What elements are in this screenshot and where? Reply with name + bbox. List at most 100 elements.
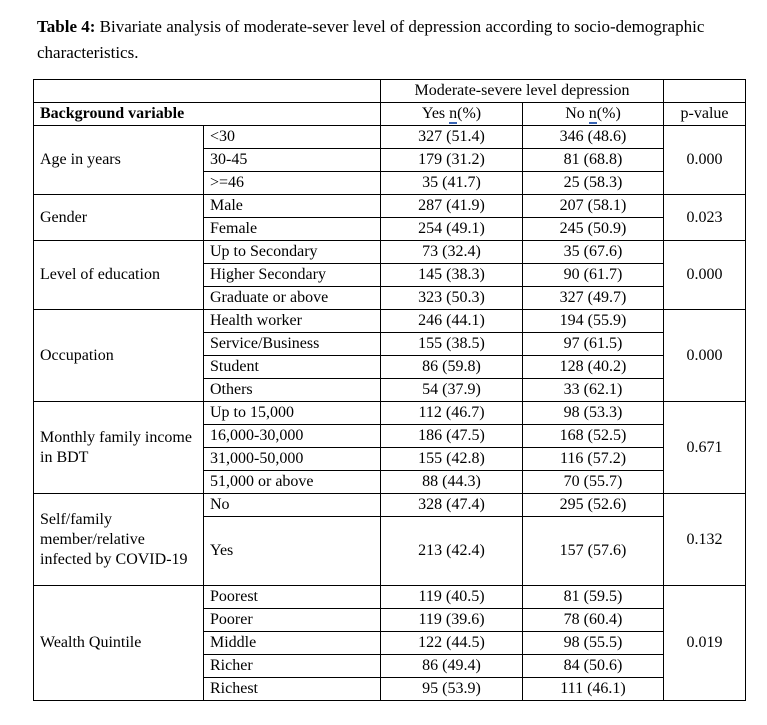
table-row: Female 254 (49.1) 245 (50.9) [34,217,746,241]
p-value-income: 0.671 [663,401,747,494]
yes-value: 88 (44.3) [380,470,523,494]
yes-value: 86 (59.8) [380,355,523,379]
no-value: 168 (52.5) [521,424,665,448]
yes-value: 213 (42.4) [380,516,523,586]
yes-value: 112 (46.7) [380,401,523,425]
no-value: 116 (57.2) [521,447,665,471]
p-value-wealth: 0.019 [663,585,747,701]
category-cell: Middle [203,631,381,655]
table-row: Self/family member/relative infected by … [33,493,747,586]
header-yes: Yes n(%) [380,102,523,126]
table-row: Gender Male 287 (41.9) 207 (58.1) 0.023 [33,194,747,241]
no-value: 346 (48.6) [521,125,665,149]
yes-value: 186 (47.5) [380,424,523,448]
category-cell: 51,000 or above [203,470,381,494]
category-cell: Richest [203,677,381,701]
group-label-income: Monthly family income in BDT [33,401,204,494]
table-row: Level of education Up to Secondary 73 (3… [33,240,747,310]
yes-value: 327 (51.4) [380,125,523,149]
header-background-variable: Background variable [33,102,381,126]
p-value-covid: 0.132 [663,493,747,586]
group-label-wealth: Wealth Quintile [33,585,204,701]
table-caption-number: Table 4: [37,17,96,36]
no-value: 194 (55.9) [521,309,665,333]
category-cell: Male [203,194,381,218]
yes-value: 323 (50.3) [380,286,523,310]
table-row: Wealth Quintile Poorest 119 (40.5) 81 (5… [33,585,747,701]
yes-value: 287 (41.9) [380,194,523,218]
table-row: Age in years <30 327 (51.4) 346 (48.6) 0… [33,125,747,195]
category-cell: Up to Secondary [203,240,381,264]
category-cell: >=46 [203,171,381,195]
table-row: 31,000-50,000 155 (42.8) 116 (57.2) [34,447,746,471]
no-value: 245 (50.9) [521,217,665,241]
yes-value: 119 (40.5) [380,585,523,609]
p-value-occupation: 0.000 [663,309,747,402]
table-caption-text: Bivariate analysis of moderate-sever lev… [37,17,705,62]
no-value: 97 (61.5) [521,332,665,356]
yes-value: 73 (32.4) [380,240,523,264]
yes-value: 35 (41.7) [380,171,523,195]
header-p-value: p-value [663,102,747,126]
p-value-gender: 0.023 [663,194,747,241]
p-value-education: 0.000 [663,240,747,310]
header-empty-left [33,79,381,103]
no-value: 207 (58.1) [521,194,665,218]
category-cell: Up to 15,000 [203,401,381,425]
yes-value: 155 (42.8) [380,447,523,471]
table-row: Graduate or above 323 (50.3) 327 (49.7) [34,286,746,310]
table-caption: Table 4: Bivariate analysis of moderate-… [37,14,735,65]
table-row: Student 86 (59.8) 128 (40.2) [34,355,746,379]
yes-value: 179 (31.2) [380,148,523,172]
yes-value: 119 (39.6) [380,608,523,632]
no-value: 98 (53.3) [521,401,665,425]
table-row: Monthly family income in BDT Up to 15,00… [33,401,747,494]
no-value: 70 (55.7) [521,470,665,494]
yes-value: 155 (38.5) [380,332,523,356]
table-row: Occupation Health worker 246 (44.1) 194 … [33,309,747,402]
category-cell: No [203,493,381,517]
yes-value: 246 (44.1) [380,309,523,333]
no-value: 25 (58.3) [521,171,665,195]
group-label-education: Level of education [33,240,204,310]
no-value: 295 (52.6) [521,493,665,517]
yes-value: 254 (49.1) [380,217,523,241]
no-value: 111 (46.1) [521,677,665,701]
yes-value: 86 (49.4) [380,654,523,678]
category-cell: Others [203,378,381,402]
table-row: >=46 35 (41.7) 25 (58.3) [34,171,746,195]
table-row: Richer 86 (49.4) 84 (50.6) [34,654,746,678]
category-cell: Poorest [203,585,381,609]
no-value: 33 (62.1) [521,378,665,402]
category-cell: Service/Business [203,332,381,356]
no-value: 327 (49.7) [521,286,665,310]
bivariate-analysis-table: Moderate-severe level depression Backgro… [33,79,747,701]
category-cell: Female [203,217,381,241]
table-row: Richest 95 (53.9) 111 (46.1) [34,677,746,701]
table-row: 16,000-30,000 186 (47.5) 168 (52.5) [34,424,746,448]
yes-value: 145 (38.3) [380,263,523,287]
category-cell: Higher Secondary [203,263,381,287]
no-value: 157 (57.6) [521,516,665,586]
p-value-age: 0.000 [663,125,747,195]
yes-value: 328 (47.4) [380,493,523,517]
yes-value: 95 (53.9) [380,677,523,701]
category-cell: Yes [203,516,381,586]
header-row-columns: Background variable Yes n(%) No n(%) p-v… [33,102,747,126]
no-value: 84 (50.6) [521,654,665,678]
no-value: 78 (60.4) [521,608,665,632]
no-value: 90 (61.7) [521,263,665,287]
underlined-n: n [449,105,458,124]
category-cell: <30 [203,125,381,149]
no-value: 81 (68.8) [521,148,665,172]
category-cell: Richer [203,654,381,678]
no-value: 81 (59.5) [521,585,665,609]
category-cell: Student [203,355,381,379]
yes-value: 122 (44.5) [380,631,523,655]
table-row: 51,000 or above 88 (44.3) 70 (55.7) [34,470,746,494]
category-cell: Health worker [203,309,381,333]
table-row: Service/Business 155 (38.5) 97 (61.5) [34,332,746,356]
group-label-age: Age in years [33,125,204,195]
group-label-gender: Gender [33,194,204,241]
